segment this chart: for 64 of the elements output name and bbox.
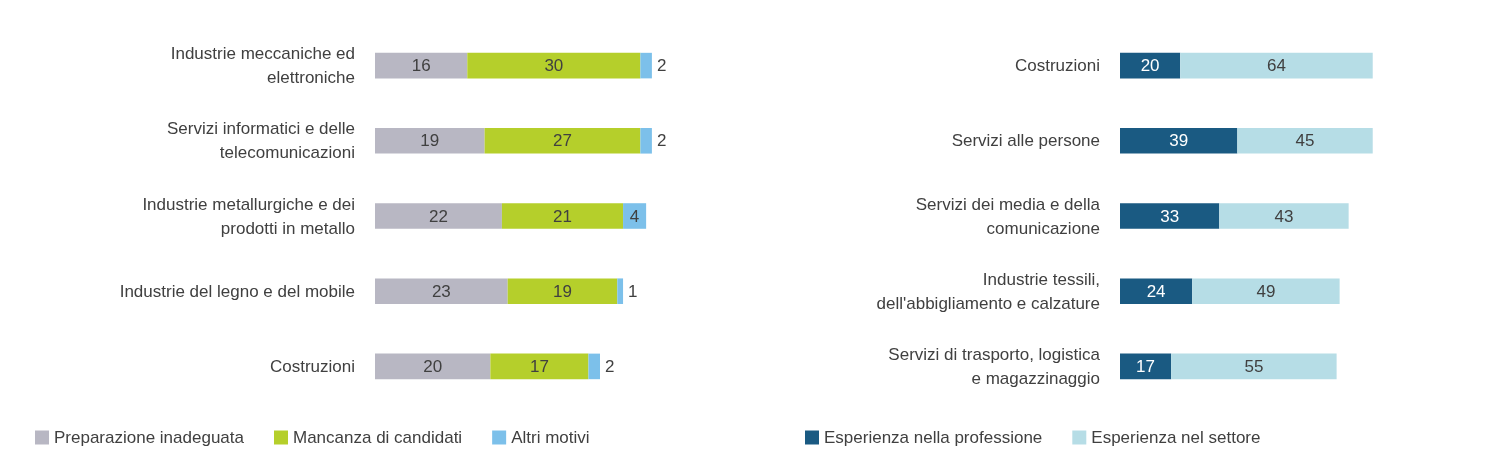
bar — [1180, 52, 1373, 79]
legend-label: Preparazione inadeguata — [54, 428, 245, 447]
y-tick-label: Servizi alle persone — [951, 131, 1100, 151]
bar — [375, 278, 508, 304]
bar — [1120, 203, 1220, 229]
y-tick-label: Servizi dei media e della comunicazione — [915, 194, 1101, 238]
y-tick-label: Industrie meccaniche ed elettroniche — [170, 44, 355, 88]
legend-label: Mancanza di candidati — [292, 428, 463, 447]
bar — [640, 52, 652, 79]
data-label: 2 — [656, 131, 667, 151]
bar — [375, 353, 491, 380]
data-label: 17 — [1136, 356, 1156, 376]
data-label: 2 — [656, 56, 667, 76]
y-tick-label: Costruzioni — [1014, 56, 1100, 76]
bar — [490, 353, 589, 380]
bar — [1171, 353, 1337, 380]
data-label: 64 — [1266, 56, 1286, 76]
data-label: 19 — [553, 281, 572, 301]
bar — [640, 128, 652, 154]
bar — [1237, 128, 1373, 154]
bar — [588, 353, 600, 380]
data-label: 30 — [544, 56, 564, 76]
bar — [1120, 278, 1193, 304]
legend-label: Altri motivi — [511, 428, 590, 447]
legend-label: Esperienza nel settore — [1091, 428, 1261, 447]
bar — [375, 128, 485, 154]
bar — [484, 128, 641, 154]
data-label: 43 — [1274, 206, 1294, 226]
y-tick-label: Industrie metallurgiche e dei prodotti in metallo — [142, 194, 355, 238]
bar — [1120, 128, 1238, 154]
bar — [375, 203, 502, 229]
data-label: 21 — [553, 206, 572, 226]
data-label: 49 — [1256, 281, 1276, 301]
bar — [1219, 203, 1349, 229]
data-label: 2 — [604, 356, 615, 376]
bar — [623, 203, 647, 229]
bar — [1192, 278, 1340, 304]
data-label: 20 — [1140, 56, 1160, 76]
data-label: 55 — [1244, 356, 1264, 376]
y-tick-label: Servizi informatici e delle telecomunicazioni — [166, 119, 355, 163]
data-label: 19 — [420, 131, 440, 151]
data-label: 24 — [1146, 281, 1166, 301]
y-tick-label: Costruzioni — [269, 356, 355, 376]
y-tick-label: Servizi di trasporto, logistica e magazzinaggio — [888, 344, 1101, 388]
data-label: 22 — [429, 206, 448, 226]
bar — [375, 52, 468, 79]
data-label: 39 — [1169, 131, 1189, 151]
bar — [617, 278, 624, 304]
bar — [1120, 353, 1172, 380]
bar — [501, 203, 624, 229]
data-label: 4 — [629, 206, 640, 226]
data-label: 1 — [628, 281, 638, 301]
data-label: 33 — [1160, 206, 1180, 226]
data-label: 20 — [423, 356, 443, 376]
data-label: 16 — [411, 56, 431, 76]
data-label: 45 — [1295, 131, 1315, 151]
y-tick-label: Industrie tessili, dell'abbigliamento e calzature — [876, 269, 1100, 313]
bar — [467, 52, 641, 79]
data-label: 27 — [553, 131, 572, 151]
data-label: 23 — [431, 281, 451, 301]
legend-label: Esperienza nella professione — [824, 428, 1043, 447]
y-tick-label: Industrie del legno e del mobile — [119, 281, 355, 301]
bar — [507, 278, 618, 304]
data-label: 17 — [529, 356, 549, 376]
